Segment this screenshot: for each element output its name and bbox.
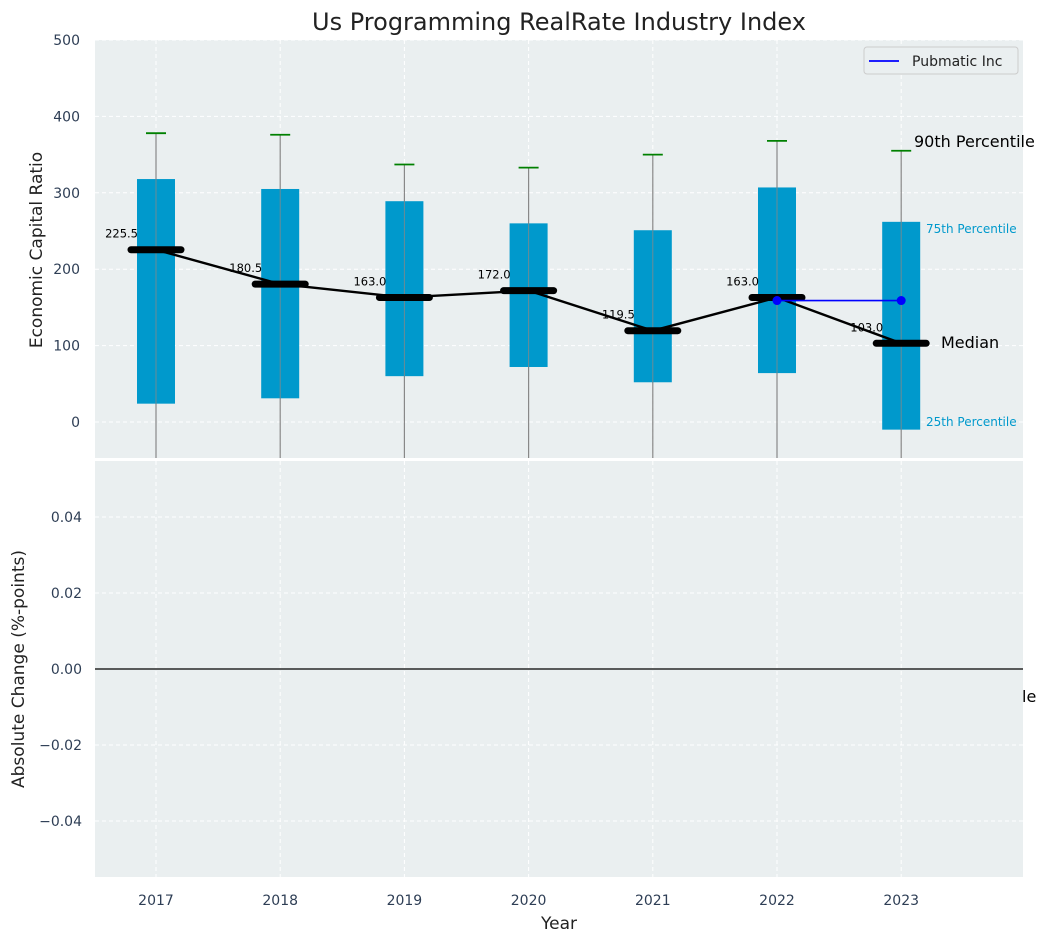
median-value-label: 103.0	[850, 320, 883, 334]
bottom-y-tick-label: −0.02	[39, 738, 82, 754]
legend: Pubmatic Inc	[863, 46, 1019, 75]
chart-title: Us Programming RealRate Industry Index	[312, 8, 806, 36]
top-y-tick-label: 500	[53, 33, 80, 49]
legend-box	[863, 46, 1019, 75]
annotation-25th-percentile: 25th Percentile	[926, 415, 1017, 429]
bottom-y-tick-label: 0.00	[51, 662, 82, 678]
x-tick-label: 2020	[511, 893, 547, 909]
bottom-y-tick-label: 0.02	[51, 586, 82, 602]
median-value-label: 163.0	[353, 274, 386, 288]
x-tick-label: 2017	[138, 893, 174, 909]
annotation-75th-percentile: 75th Percentile	[926, 222, 1017, 236]
x-tick-label: 2021	[635, 893, 671, 909]
company-point	[772, 296, 782, 306]
bottom-y-tick-label: 0.04	[51, 510, 82, 526]
bottom-y-tick-labels: −0.04 −0.02 0.00 0.02 0.04	[39, 510, 82, 830]
median-value-label: 225.5	[105, 227, 138, 241]
median-value-label: 119.5	[602, 308, 635, 322]
bottom-panel-grid	[95, 461, 1023, 877]
top-y-tick-label: 300	[53, 186, 80, 202]
x-tick-labels: 2017 2018 2019 2020 2021 2022 2023	[138, 893, 919, 909]
x-tick-label: 2023	[883, 893, 919, 909]
percentile-annotations: 90th Percentile 75th Percentile Median 2…	[914, 132, 1035, 429]
bottom-y-axis-label: Absolute Change (%-points)	[9, 550, 29, 788]
x-axis-label: Year	[540, 914, 577, 934]
top-y-tick-label: 0	[71, 415, 80, 431]
median-value-label: 180.5	[229, 261, 262, 275]
top-y-tick-label: 400	[53, 109, 80, 125]
legend-label-company: Pubmatic Inc	[912, 54, 1002, 70]
x-tick-label: 2018	[262, 893, 298, 909]
median-value-label: 172.0	[478, 268, 511, 282]
x-tick-label: 2019	[387, 893, 423, 909]
bottom-y-tick-label: −0.04	[39, 814, 82, 830]
box-plot-series: 225.5 180.5 163.0 172.0 119.5 163.0 103.0	[105, 132, 930, 458]
annotation-median: Median	[941, 333, 999, 352]
median-value-label: 163.0	[726, 274, 759, 288]
top-y-axis-label: Economic Capital Ratio	[27, 152, 47, 348]
annotation-90th-percentile: 90th Percentile	[914, 132, 1035, 151]
top-panel-grid	[95, 39, 1023, 458]
x-tick-label: 2022	[759, 893, 795, 909]
top-y-tick-label: 200	[53, 262, 80, 278]
company-point	[896, 296, 906, 306]
top-panel-background	[95, 40, 1023, 458]
top-y-tick-label: 100	[53, 339, 80, 355]
top-y-tick-labels: 0 100 200 300 400 500	[53, 33, 80, 431]
cutoff-annotation-text: le	[1022, 687, 1036, 706]
